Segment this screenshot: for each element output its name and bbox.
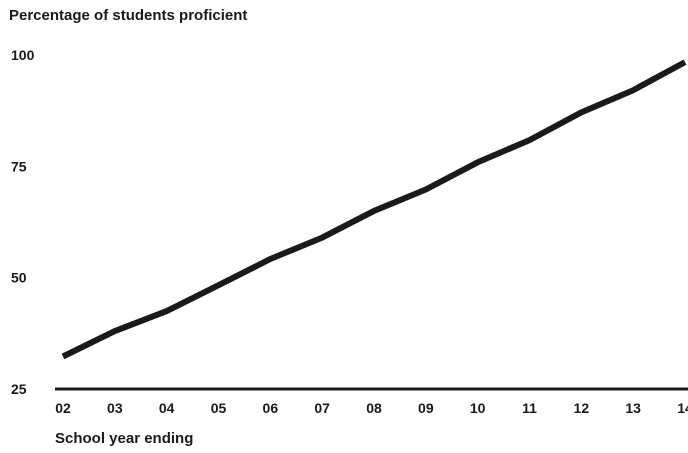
y-tick-label: 75: [11, 158, 27, 174]
x-tick-label: 09: [418, 400, 434, 416]
x-tick-label: 13: [625, 400, 641, 416]
y-tick-label: 50: [11, 270, 27, 286]
y-tick-label: 25: [11, 381, 27, 397]
x-tick-labels: 02 03 04 05 06 07 08 09 10 11 12 13 14: [55, 400, 688, 416]
x-tick-label: 02: [55, 400, 71, 416]
y-tick-label: 100: [11, 47, 35, 63]
x-tick-label: 07: [314, 400, 330, 416]
y-axis-title: Percentage of students proficient: [9, 7, 248, 24]
x-tick-label: 11: [522, 400, 537, 416]
y-tick-labels: 100 75 50 25: [11, 47, 35, 397]
x-tick-label: 10: [470, 400, 486, 416]
x-tick-label: 08: [366, 400, 382, 416]
x-axis-title: School year ending: [55, 430, 194, 447]
x-tick-label: 14: [677, 400, 688, 416]
x-tick-label: 12: [574, 400, 590, 416]
series-line: [61, 59, 687, 360]
x-tick-label: 03: [107, 400, 123, 416]
x-tick-label: 06: [263, 400, 279, 416]
x-tick-label: 05: [211, 400, 227, 416]
x-tick-label: 04: [159, 400, 175, 416]
